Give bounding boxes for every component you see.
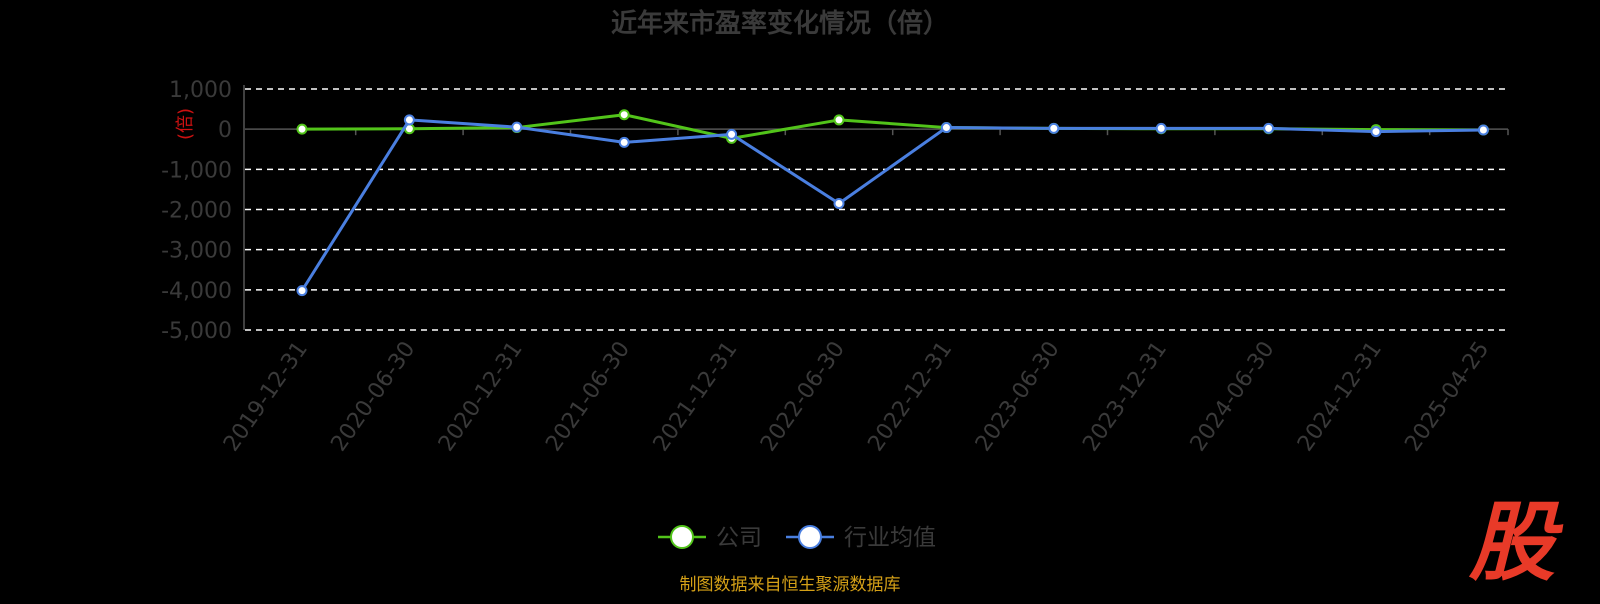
data-point[interactable] <box>940 122 952 134</box>
y-tick-label: -5,000 <box>161 319 232 344</box>
legend-item-1[interactable]: 行业均值 <box>786 525 936 551</box>
y-tick-label: -2,000 <box>161 199 232 224</box>
legend-label: 公司 <box>716 525 762 551</box>
axes: 1,000 0 -1,000 -2,000 -3,000 -4,000 -5,0002019… <box>161 78 1509 456</box>
x-tick-label: 2024-12-31 <box>1293 337 1387 456</box>
data-point[interactable] <box>833 114 845 126</box>
series-line-1 <box>300 118 1484 292</box>
y-tick-label: 1,000 <box>169 78 232 103</box>
data-point[interactable] <box>296 123 308 135</box>
data-point[interactable] <box>833 197 845 209</box>
legend: 公司 行业均值 <box>658 525 936 551</box>
x-tick-label: 2021-06-30 <box>541 337 635 456</box>
series-layer <box>296 109 1489 297</box>
x-tick-label: 2022-12-31 <box>863 337 957 456</box>
y-tick-label: 0 <box>218 118 232 143</box>
legend-marker <box>670 525 694 549</box>
x-tick-label: 2020-12-31 <box>434 337 528 456</box>
y-axis-label: (倍) <box>175 108 196 140</box>
grid-lines <box>245 88 1508 331</box>
chart-title: 近年来市盈率变化情况（倍） <box>611 8 949 39</box>
data-source-note: 制图数据来自恒生聚源数据库 <box>680 575 901 595</box>
data-point[interactable] <box>726 128 738 140</box>
legend-item-0[interactable]: 公司 <box>658 525 762 551</box>
x-tick-label: 2023-12-31 <box>1078 337 1172 456</box>
x-tick-label: 2024-06-30 <box>1186 337 1280 456</box>
data-point[interactable] <box>511 121 523 133</box>
x-tick-label: 2022-06-30 <box>756 337 850 456</box>
y-tick-label: -3,000 <box>161 239 232 264</box>
x-tick-label: 2023-06-30 <box>971 337 1065 456</box>
data-point[interactable] <box>1477 124 1489 136</box>
x-tick-label: 2020-06-30 <box>326 337 420 456</box>
data-point[interactable] <box>1155 122 1167 134</box>
data-point[interactable] <box>296 285 308 297</box>
data-point[interactable] <box>1370 126 1382 138</box>
legend-marker <box>798 525 822 549</box>
watermark-logo: 股 <box>1468 493 1564 593</box>
legend-label: 行业均值 <box>844 525 936 551</box>
data-point[interactable] <box>618 136 630 148</box>
data-point[interactable] <box>403 114 415 126</box>
y-tick-label: -4,000 <box>161 279 232 304</box>
x-tick-label: 2021-12-31 <box>649 337 743 456</box>
y-tick-label: -1,000 <box>161 158 232 183</box>
data-point[interactable] <box>1263 122 1275 134</box>
x-tick-label: 2019-12-31 <box>219 337 313 456</box>
data-point[interactable] <box>1048 122 1060 134</box>
x-tick-label: 2025-04-25 <box>1400 337 1494 456</box>
data-point[interactable] <box>618 109 630 121</box>
